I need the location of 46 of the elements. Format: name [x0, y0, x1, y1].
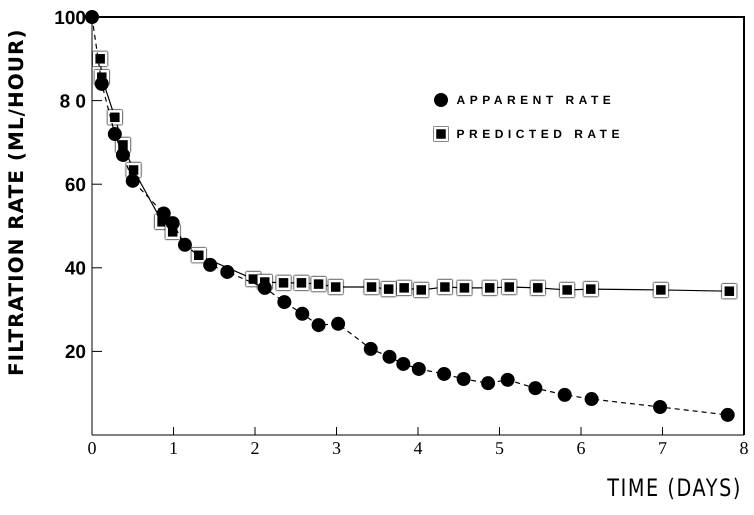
x-tick-label: 5	[495, 438, 504, 458]
x-tick-label: 4	[414, 438, 422, 458]
point	[116, 148, 130, 162]
point	[653, 400, 668, 414]
x-tick-label: 1	[169, 438, 178, 458]
point	[126, 174, 140, 188]
point	[364, 342, 378, 356]
y-tick-label: 100	[54, 8, 86, 29]
y-axis-title: FILTRATION RATE (ML/HOUR)	[4, 28, 28, 376]
x-tick-label: 3	[332, 438, 341, 458]
point	[156, 206, 171, 220]
y-tick-label: 20	[64, 342, 86, 364]
point	[331, 316, 346, 331]
point	[528, 381, 542, 396]
x-tick-label: 7	[658, 438, 667, 458]
x-tick-label: 8	[740, 438, 748, 458]
x-tick-label: 0	[88, 438, 96, 458]
point	[312, 318, 326, 332]
point	[178, 238, 192, 252]
point	[258, 280, 272, 295]
point	[437, 366, 452, 381]
x-tick-label: 6	[576, 438, 586, 458]
point	[396, 356, 410, 371]
x-axis-title: TIME (DAYS)	[606, 475, 742, 503]
point	[220, 264, 234, 279]
legend-label: PREDICTED RATE	[456, 127, 624, 141]
point	[203, 258, 218, 272]
point	[558, 388, 572, 402]
point	[456, 372, 471, 386]
point	[584, 392, 599, 406]
point	[412, 362, 426, 376]
point	[85, 10, 99, 24]
legend-label: APPARENT RATE	[456, 93, 616, 107]
point	[94, 76, 109, 91]
point	[500, 372, 515, 387]
x-tick-label: 2	[250, 438, 260, 458]
point	[481, 376, 496, 390]
point	[108, 127, 122, 142]
point	[166, 216, 180, 230]
y-tick-label: 8 0	[60, 91, 86, 112]
point	[720, 408, 735, 422]
point	[295, 306, 310, 321]
y-tick-label: 40	[64, 258, 86, 280]
point	[277, 295, 292, 310]
y-tick-label: 60	[64, 174, 86, 196]
point	[382, 350, 396, 364]
